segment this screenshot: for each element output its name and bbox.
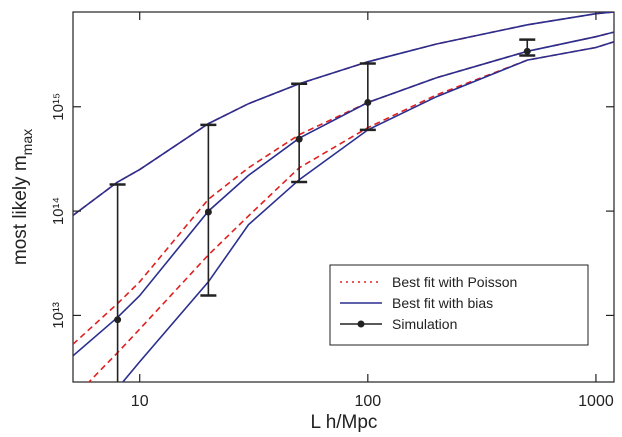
simulation-point — [114, 316, 122, 324]
plot-frame — [72, 11, 615, 383]
legend-box — [329, 264, 589, 346]
x-axis-label: L h/Mpc — [311, 412, 378, 433]
fit-line — [121, 41, 614, 382]
fit-line — [73, 12, 614, 217]
simulation-point — [364, 98, 372, 106]
simulation-point — [204, 208, 212, 216]
simulation-point — [523, 47, 531, 55]
simulation-point — [295, 135, 303, 143]
y-tick-label: 10¹⁵ — [50, 93, 67, 121]
y-axis-label: most likely mmax — [10, 129, 35, 265]
legend-swatch-point — [357, 320, 365, 328]
plot-area — [73, 12, 614, 382]
y-tick-label: 10¹³ — [50, 302, 67, 329]
x-tick-label: 100 — [354, 393, 381, 410]
x-tick-label: 10 — [131, 393, 149, 410]
x-tick-label: 1000 — [578, 393, 614, 410]
fit-line — [73, 12, 614, 217]
y-axis-label-main: most likely m — [10, 155, 31, 265]
y-axis-label-sub: max — [19, 129, 35, 155]
y-tick-label: 10¹⁴ — [50, 197, 67, 225]
legend-label: Simulation — [392, 316, 457, 332]
legend-label: Best fit with Poisson — [392, 274, 517, 290]
legend-label: Best fit with bias — [392, 295, 493, 311]
